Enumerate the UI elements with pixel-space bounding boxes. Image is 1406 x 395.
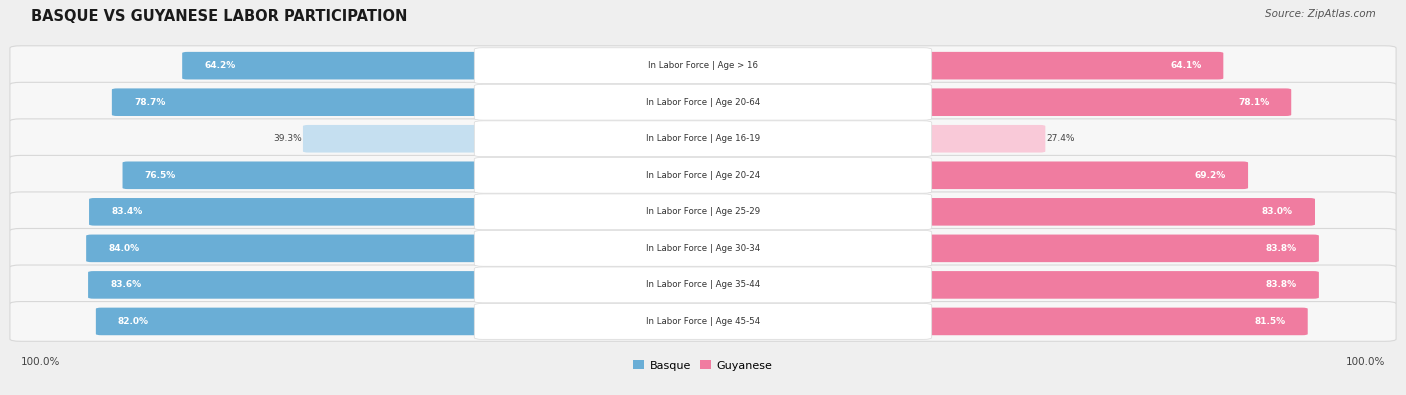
FancyBboxPatch shape [474, 267, 932, 303]
FancyBboxPatch shape [89, 271, 505, 299]
Text: 100.0%: 100.0% [21, 357, 60, 367]
Text: 76.5%: 76.5% [145, 171, 176, 180]
FancyBboxPatch shape [474, 48, 932, 84]
FancyBboxPatch shape [10, 155, 1396, 195]
Text: In Labor Force | Age 35-44: In Labor Force | Age 35-44 [645, 280, 761, 290]
Text: 83.4%: 83.4% [111, 207, 142, 216]
Text: In Labor Force | Age 45-54: In Labor Force | Age 45-54 [645, 317, 761, 326]
Text: In Labor Force | Age 25-29: In Labor Force | Age 25-29 [645, 207, 761, 216]
Text: In Labor Force | Age 20-64: In Labor Force | Age 20-64 [645, 98, 761, 107]
FancyBboxPatch shape [10, 265, 1396, 305]
FancyBboxPatch shape [474, 157, 932, 193]
Text: 84.0%: 84.0% [108, 244, 139, 253]
FancyBboxPatch shape [901, 125, 1045, 152]
FancyBboxPatch shape [96, 308, 505, 335]
Text: 64.2%: 64.2% [204, 61, 235, 70]
FancyBboxPatch shape [112, 88, 505, 116]
Text: BASQUE VS GUYANESE LABOR PARTICIPATION: BASQUE VS GUYANESE LABOR PARTICIPATION [31, 9, 406, 24]
FancyBboxPatch shape [10, 46, 1396, 86]
Text: 78.7%: 78.7% [134, 98, 166, 107]
FancyBboxPatch shape [901, 198, 1315, 226]
Text: In Labor Force | Age 16-19: In Labor Force | Age 16-19 [645, 134, 761, 143]
Text: 27.4%: 27.4% [1046, 134, 1076, 143]
Text: 83.8%: 83.8% [1265, 280, 1296, 290]
Legend: Basque, Guyanese: Basque, Guyanese [628, 356, 778, 375]
Text: In Labor Force | Age 30-34: In Labor Force | Age 30-34 [645, 244, 761, 253]
Text: 81.5%: 81.5% [1254, 317, 1285, 326]
FancyBboxPatch shape [901, 162, 1249, 189]
FancyBboxPatch shape [901, 52, 1223, 79]
FancyBboxPatch shape [474, 121, 932, 157]
FancyBboxPatch shape [474, 303, 932, 339]
Text: 69.2%: 69.2% [1195, 171, 1226, 180]
FancyBboxPatch shape [183, 52, 505, 79]
Text: 83.6%: 83.6% [110, 280, 141, 290]
Text: Source: ZipAtlas.com: Source: ZipAtlas.com [1264, 9, 1375, 19]
Text: In Labor Force | Age > 16: In Labor Force | Age > 16 [648, 61, 758, 70]
FancyBboxPatch shape [10, 301, 1396, 341]
FancyBboxPatch shape [474, 84, 932, 120]
FancyBboxPatch shape [901, 88, 1291, 116]
FancyBboxPatch shape [302, 125, 505, 152]
Text: 100.0%: 100.0% [1346, 357, 1385, 367]
FancyBboxPatch shape [10, 192, 1396, 232]
FancyBboxPatch shape [122, 162, 505, 189]
Text: 39.3%: 39.3% [273, 134, 301, 143]
FancyBboxPatch shape [901, 235, 1319, 262]
FancyBboxPatch shape [901, 308, 1308, 335]
Text: 83.0%: 83.0% [1263, 207, 1294, 216]
Text: 83.8%: 83.8% [1265, 244, 1296, 253]
Text: In Labor Force | Age 20-24: In Labor Force | Age 20-24 [645, 171, 761, 180]
Text: 78.1%: 78.1% [1237, 98, 1270, 107]
FancyBboxPatch shape [474, 194, 932, 230]
Text: 64.1%: 64.1% [1170, 61, 1201, 70]
FancyBboxPatch shape [89, 198, 505, 226]
FancyBboxPatch shape [474, 230, 932, 266]
FancyBboxPatch shape [901, 271, 1319, 299]
Text: 82.0%: 82.0% [118, 317, 149, 326]
FancyBboxPatch shape [86, 235, 505, 262]
FancyBboxPatch shape [10, 119, 1396, 159]
FancyBboxPatch shape [10, 228, 1396, 268]
FancyBboxPatch shape [10, 82, 1396, 122]
